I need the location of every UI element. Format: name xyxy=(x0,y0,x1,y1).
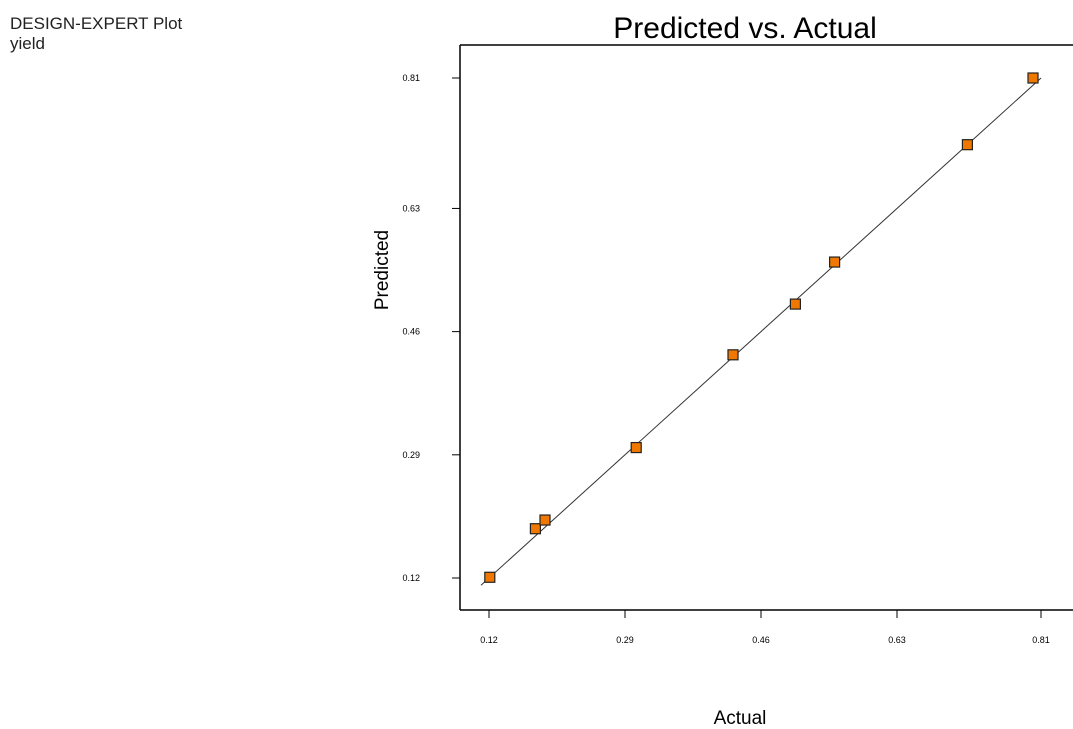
y-tick-label: 0.46 xyxy=(402,327,420,337)
data-point xyxy=(539,514,551,526)
data-point xyxy=(484,571,496,583)
x-tick-label: 0.63 xyxy=(888,635,906,645)
plot-header: DESIGN-EXPERT Plot yield xyxy=(10,14,182,54)
y-tick-label: 0.29 xyxy=(402,450,420,460)
data-point xyxy=(828,256,841,268)
x-tick-label: 0.12 xyxy=(480,635,498,645)
plot-area xyxy=(459,44,1073,611)
data-point xyxy=(961,139,974,151)
fit-line xyxy=(480,77,1042,586)
data-point xyxy=(630,441,642,454)
reference-line xyxy=(480,77,1042,586)
x-tick-label: 0.81 xyxy=(1032,635,1050,645)
y-tick-label: 0.63 xyxy=(402,203,420,213)
y-tick-label: 0.81 xyxy=(402,73,420,83)
x-tick-label: 0.29 xyxy=(616,635,634,645)
plot-name: DESIGN-EXPERT Plot xyxy=(10,14,183,33)
data-points xyxy=(484,72,1039,583)
x-axis: 0.12 0.29 0.46 0.63 0.81 xyxy=(480,610,1050,645)
data-point xyxy=(789,298,802,310)
x-tick-label: 0.46 xyxy=(752,635,770,645)
data-point xyxy=(1027,72,1039,84)
x-axis-label: Actual xyxy=(714,708,767,729)
y-axis: 0.12 0.29 0.46 0.63 0.81 xyxy=(402,73,460,583)
data-point xyxy=(727,349,739,361)
y-tick-label: 0.12 xyxy=(402,573,420,583)
data-point xyxy=(529,523,542,535)
response-name: yield xyxy=(10,34,45,53)
y-axis-label: Predicted xyxy=(372,230,393,310)
chart-title: Predicted vs. Actual xyxy=(613,12,876,45)
